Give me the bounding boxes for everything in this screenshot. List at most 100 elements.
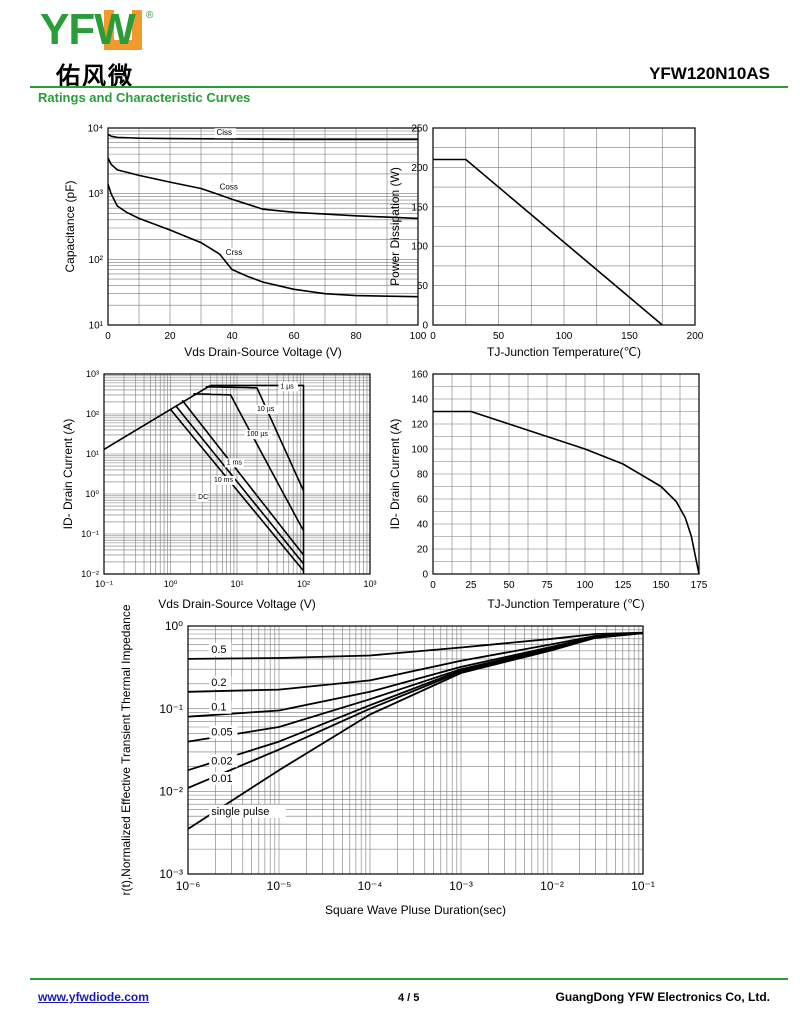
y-tick-label: 120	[411, 420, 428, 431]
series-label-bg	[209, 700, 232, 714]
y-tick-label: 140	[411, 395, 428, 406]
series-label: 0.5	[211, 644, 226, 656]
series-label-bg	[209, 771, 238, 785]
series-label-bg	[209, 725, 238, 739]
series-label-bg	[255, 404, 279, 414]
x-tick-label: 60	[288, 331, 300, 342]
series-label: single pulse	[211, 806, 269, 818]
x-tick-label: 10³	[363, 579, 376, 589]
x-tick-label: 80	[350, 331, 362, 342]
series-label-bg	[209, 804, 286, 818]
y-tick-label: 20	[417, 545, 429, 556]
x-tick-label: 0	[430, 331, 436, 342]
y-axis-title: Power Dissipation (W)	[388, 167, 402, 286]
series-label: 0.02	[211, 755, 232, 767]
section-title: Ratings and Characteristic Curves	[38, 90, 251, 105]
series-label-bg	[278, 382, 298, 392]
series-label-bg	[217, 182, 240, 193]
thermal-impedance-chart: 10⁻⁶ 10⁻⁵ 10⁻⁴ 10⁻³ 10⁻² 10⁻¹ 10⁻³ 10⁻² 10⁻¹ 10⁰ S…	[119, 604, 655, 917]
part-number: YFW120N10AS	[649, 64, 770, 83]
x-tick-label: 10⁻⁶	[176, 879, 201, 893]
y-tick-label: 40	[417, 520, 429, 531]
x-tick-label: 10¹	[230, 579, 243, 589]
series-line-10-s	[205, 386, 305, 492]
x-tick-label: 0	[105, 331, 111, 342]
series-label: 1 ms	[227, 459, 243, 466]
x-axis-title: TJ-Junction Temperature (℃)	[487, 597, 644, 611]
x-axis-title: Square Wave Pluse Duration(sec)	[325, 903, 506, 917]
x-tick-label: 10⁻²	[540, 879, 564, 893]
registered-mark: ®	[146, 10, 154, 21]
y-axis-title: ID- Drain Current (A)	[61, 419, 75, 530]
y-tick-label: 250	[411, 124, 428, 135]
series-line-100-s	[193, 393, 305, 532]
x-tick-label: 10⁻⁴	[358, 879, 383, 893]
x-axis-title: Vds Drain-Source Voltage (V)	[158, 597, 315, 611]
y-tick-label: 10⁰	[165, 619, 183, 633]
x-tick-label: 100	[410, 331, 427, 342]
x-tick-label: 100	[556, 331, 573, 342]
x-tick-label: 10⁻⁵	[267, 879, 292, 893]
x-axis-title: TJ-Junction Temperature(℃)	[487, 345, 641, 359]
x-tick-label: 175	[691, 580, 708, 591]
series-line-1-s	[210, 384, 305, 574]
x-tick-label: 150	[621, 331, 638, 342]
footer-divider	[30, 978, 788, 980]
x-tick-label: 10²	[297, 579, 310, 589]
series-label: 10 ms	[214, 477, 234, 484]
series-line-pd	[433, 158, 663, 326]
series-line-10-ms	[175, 405, 305, 565]
series-line-1-ms	[181, 399, 305, 556]
y-tick-label: 10⁻³	[159, 867, 183, 881]
series-line-crss	[107, 183, 419, 298]
logo-mark-inner	[114, 10, 132, 40]
x-tick-label: 20	[164, 331, 176, 342]
series-label: 0.01	[211, 773, 232, 785]
plot-frame	[103, 373, 371, 575]
y-tick-label: 0	[422, 570, 428, 581]
logo-chinese: 佑风微	[56, 62, 134, 90]
y-tick-label: 10⁻¹	[81, 529, 99, 539]
y-tick-label: 100	[411, 242, 428, 253]
y-tick-label: 200	[411, 163, 428, 174]
power-dissipation-chart: 0 50 100 150 200 0 50 100 150 200 250 TJ-Junction T…	[388, 124, 704, 360]
y-axis-title: r(t),Normalized Effective Transient Ther…	[119, 604, 133, 895]
header-divider	[30, 86, 788, 88]
y-tick-label: 10²	[89, 255, 104, 266]
series-label-bg	[196, 492, 208, 502]
series-label-bg	[223, 247, 246, 258]
y-tick-label: 10⁰	[85, 489, 99, 499]
series-line-0-1	[187, 632, 644, 718]
series-label: 10 µs	[257, 406, 275, 413]
x-tick-label: 40	[226, 331, 238, 342]
logo-text: YFW	[40, 5, 136, 54]
x-tick-label: 10⁻¹	[631, 879, 655, 893]
series-label-bg	[209, 675, 232, 689]
series-line-dc	[169, 408, 305, 572]
y-tick-label: 150	[411, 202, 428, 213]
x-axis-title: Vds Drain-Source Voltage (V)	[184, 345, 341, 359]
series-line-0-01	[187, 632, 644, 789]
series-label-bg	[224, 458, 245, 468]
series-label-bg	[209, 642, 232, 656]
y-tick-label: 10¹	[86, 449, 99, 459]
x-tick-label: 0	[430, 580, 436, 591]
series-label: Ciss	[217, 128, 233, 137]
y-tick-label: 10⁴	[88, 124, 103, 135]
y-tick-label: 10³	[86, 369, 99, 379]
y-tick-label: 10¹	[89, 321, 104, 332]
plot-frame	[107, 127, 419, 326]
series-label: 1 µs	[280, 383, 294, 390]
page-number: 4 / 5	[398, 992, 420, 1004]
x-tick-label: 10⁰	[164, 579, 178, 589]
x-tick-label: 10⁻¹	[95, 579, 113, 589]
x-tick-label: 200	[687, 331, 704, 342]
series-line-ciss	[107, 133, 418, 141]
website-link[interactable]: www.yfwdiode.com	[38, 990, 149, 1004]
y-axis-title: ID- Drain Current (A)	[388, 419, 402, 530]
x-tick-label: 50	[493, 331, 505, 342]
y-tick-label: 0	[422, 321, 428, 332]
y-tick-label: 100	[411, 445, 428, 456]
plot-frame	[432, 373, 700, 575]
y-tick-label: 10⁻²	[81, 569, 99, 579]
